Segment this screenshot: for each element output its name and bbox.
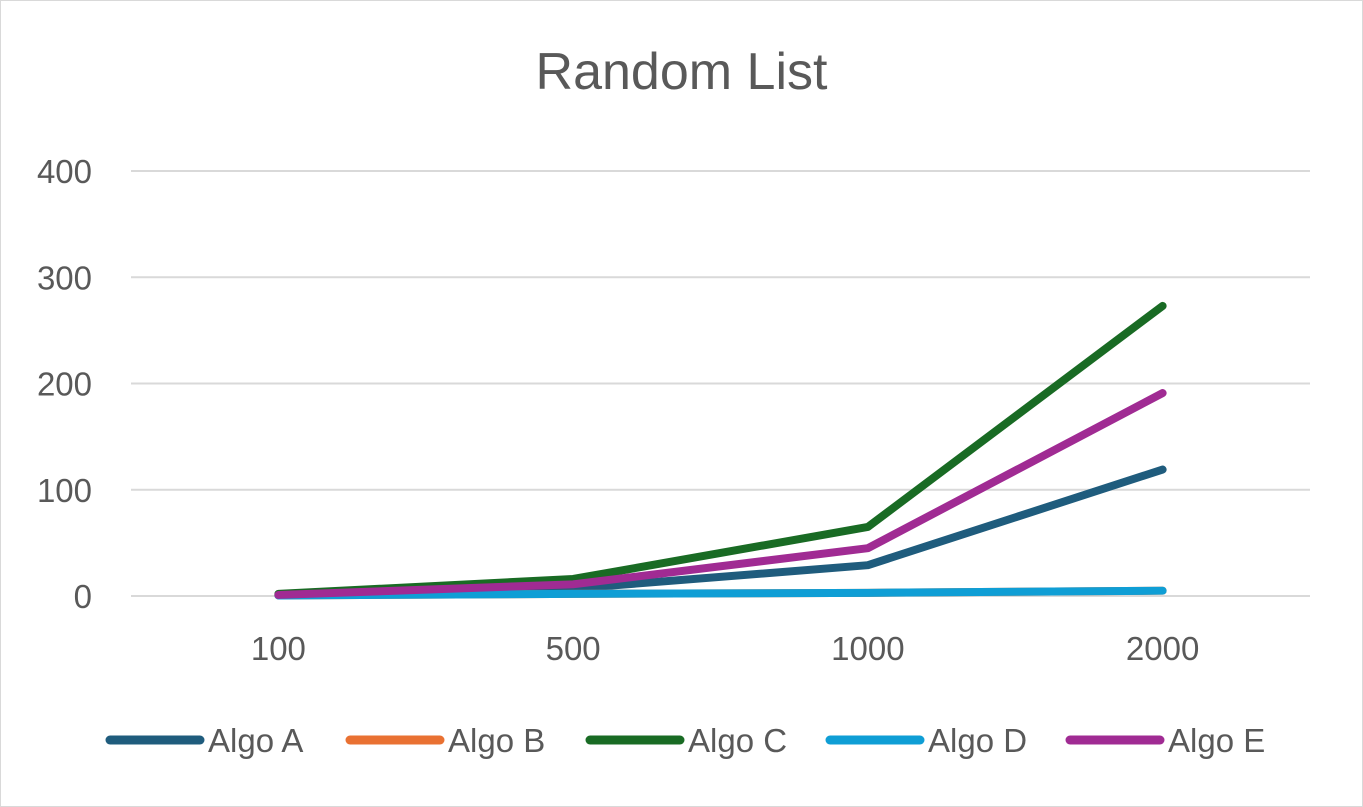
series-line-algo-e [274,389,1167,599]
series-line-algo-d [274,586,1167,600]
y-tick-label: 400 [37,153,92,190]
x-tick-label: 500 [546,630,601,667]
legend-label: Algo D [928,722,1027,759]
x-axis-ticks: 100 500 1000 2000 [251,630,1199,667]
x-tick-label: 1000 [831,630,904,667]
y-axis-ticks: 0 100 200 300 400 [37,153,92,615]
legend: Algo A Algo B Algo C Algo D Algo E [105,722,1265,759]
chart-title: Random List [535,43,828,101]
y-tick-label: 300 [37,259,92,296]
x-tick-label: 2000 [1126,630,1199,667]
series-line-algo-c [274,301,1167,598]
legend-label: Algo E [1168,722,1265,759]
gridlines [131,170,1310,597]
y-tick-label: 200 [37,366,92,403]
x-tick-label: 100 [251,630,306,667]
legend-label: Algo B [448,722,545,759]
series-line-algo-a [274,465,1167,599]
y-tick-label: 0 [74,578,92,615]
legend-label: Algo C [688,722,787,759]
y-tick-label: 100 [37,472,92,509]
series-lines [274,301,1167,600]
legend-label: Algo A [208,722,303,759]
